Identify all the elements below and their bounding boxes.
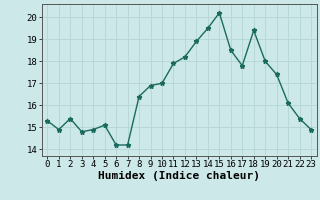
X-axis label: Humidex (Indice chaleur): Humidex (Indice chaleur) — [98, 171, 260, 181]
